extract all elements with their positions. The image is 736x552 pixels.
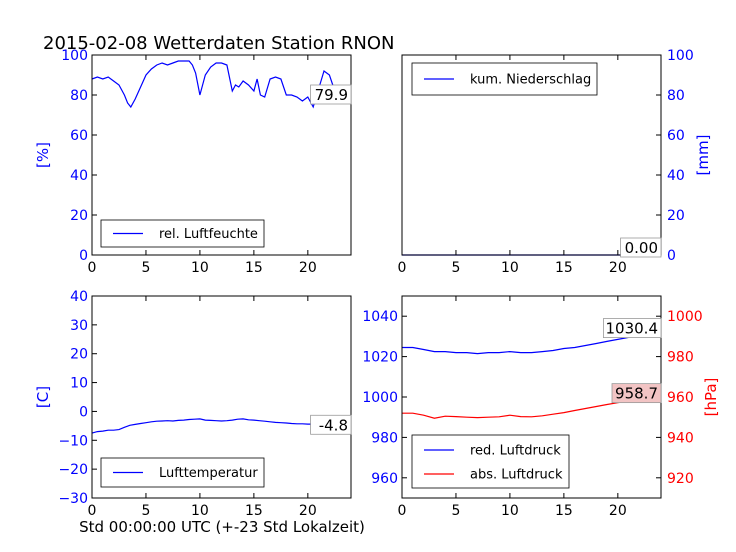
series-line-humidity — [91, 60, 352, 109]
y-tick-label-precipitation: 20 — [667, 208, 685, 224]
value-box-pressure — [611, 383, 662, 404]
x-tick-label-temperature: 0 — [88, 503, 97, 519]
y-tick-label-temperature: −30 — [58, 491, 88, 507]
y-tick-label-pressure: 940 — [667, 430, 694, 446]
series-line-temperature — [91, 418, 351, 434]
y-tick-label-precipitation: 0 — [667, 248, 676, 264]
x-tick-label-pressure: 5 — [451, 503, 460, 519]
x-tick-label-humidity: 10 — [191, 260, 209, 276]
y-tick-label-temperature: 10 — [70, 376, 88, 392]
x-tick-label-temperature: 20 — [299, 503, 317, 519]
legend-label-pressure: red. Luftdruck — [470, 444, 561, 459]
y-tick-label-humidity: 20 — [70, 208, 88, 224]
x-tick-label-precipitation: 15 — [555, 260, 573, 276]
y-tick-label-humidity: 60 — [70, 128, 88, 144]
x-axis-label: Std 00:00:00 UTC (+-23 Std Lokalzeit) — [79, 518, 365, 536]
y-tick-label-temperature: 0 — [79, 404, 88, 420]
y-axis-label-precipitation: [mm] — [694, 135, 712, 176]
x-tick-label-humidity: 15 — [245, 260, 263, 276]
y-tick-label-pressure: 960 — [371, 471, 398, 487]
y-tick-label-temperature: −20 — [58, 462, 88, 478]
x-tick-label-temperature: 5 — [141, 503, 150, 519]
legend-label-precipitation: kum. Niederschlag — [470, 73, 591, 88]
x-tick-label-humidity: 20 — [299, 260, 317, 276]
y-tick-label-humidity: 40 — [70, 168, 88, 184]
y-tick-label-precipitation: 60 — [667, 128, 685, 144]
value-box-pressure — [603, 318, 662, 338]
y-tick-label-precipitation: 80 — [667, 88, 685, 104]
y-tick-label-humidity: 0 — [79, 248, 88, 264]
y-tick-label-humidity: 80 — [70, 88, 88, 104]
x-tick-label-temperature: 10 — [191, 503, 209, 519]
value-box-precipitation — [620, 237, 662, 258]
y-tick-label-pressure: 960 — [667, 390, 694, 406]
value-label-pressure: 958.7 — [615, 385, 658, 403]
x-tick-label-precipitation: 10 — [501, 260, 519, 276]
y-tick-label-temperature: 20 — [70, 347, 88, 363]
y-axis-label-temperature: [C] — [34, 386, 52, 408]
value-label-precipitation: 0.00 — [625, 239, 658, 257]
series-line-pressure — [402, 335, 662, 355]
value-label-temperature: -4.8 — [319, 416, 348, 434]
y-tick-label-pressure: 1020 — [362, 350, 398, 366]
plot-frame-temperature — [91, 295, 352, 499]
legend-label-humidity: rel. Luftfeuchte — [159, 227, 258, 242]
plot-frame-humidity — [91, 54, 352, 256]
y-tick-label-pressure: 980 — [371, 430, 398, 446]
y-tick-label-humidity: 100 — [61, 48, 88, 64]
value-label-pressure: 1030.4 — [606, 320, 659, 338]
value-label-humidity: 79.9 — [315, 86, 348, 104]
y-axis-label-pressure: [hPa] — [702, 378, 720, 417]
chart-title: 2015-02-08 Wetterdaten Station RNON — [43, 33, 394, 54]
x-tick-label-precipitation: 0 — [398, 260, 407, 276]
y-tick-label-temperature: −10 — [58, 433, 88, 449]
x-tick-label-pressure: 0 — [398, 503, 407, 519]
x-tick-label-precipitation: 20 — [609, 260, 627, 276]
value-box-humidity — [310, 84, 352, 105]
x-tick-label-humidity: 5 — [141, 260, 150, 276]
y-tick-label-temperature: 40 — [70, 289, 88, 305]
y-tick-label-pressure: 1000 — [667, 309, 703, 325]
x-tick-label-precipitation: 5 — [451, 260, 460, 276]
y-axis-label-humidity: [%] — [34, 142, 52, 168]
y-tick-label-pressure: 920 — [667, 471, 694, 487]
x-tick-label-pressure: 20 — [609, 503, 627, 519]
x-tick-label-pressure: 15 — [555, 503, 573, 519]
legend-box-pressure — [411, 434, 570, 489]
x-tick-label-temperature: 15 — [245, 503, 263, 519]
y-tick-label-precipitation: 40 — [667, 168, 685, 184]
y-tick-label-precipitation: 100 — [667, 48, 694, 64]
x-tick-label-humidity: 0 — [88, 260, 97, 276]
legend-label-temperature: Lufttemperatur — [159, 466, 258, 481]
y-tick-label-temperature: 30 — [70, 318, 88, 334]
legend-label-pressure: abs. Luftdruck — [470, 468, 563, 483]
y-tick-label-pressure: 1040 — [362, 309, 398, 325]
value-box-temperature — [310, 414, 352, 435]
plot-frame-precipitation — [401, 54, 662, 256]
y-tick-label-pressure: 980 — [667, 350, 694, 366]
x-tick-label-pressure: 10 — [501, 503, 519, 519]
y-tick-label-pressure: 1000 — [362, 390, 398, 406]
